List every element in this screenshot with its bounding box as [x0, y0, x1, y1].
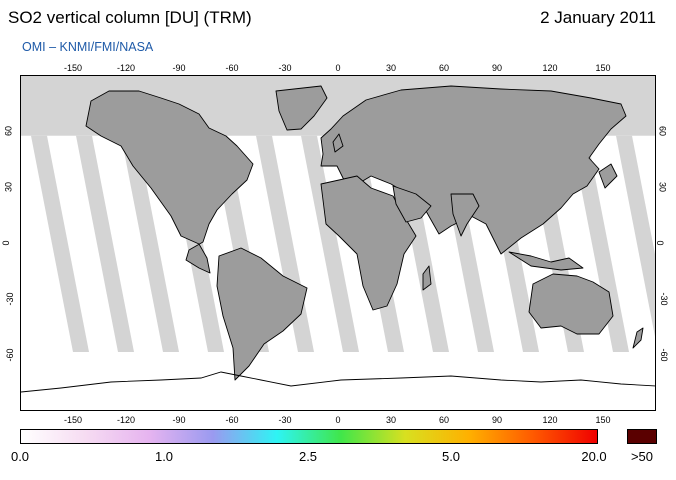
antarctica-coast: [21, 371, 655, 393]
lon-tick-top: -150: [63, 63, 83, 73]
lon-tick-top: 150: [595, 63, 611, 73]
colorbar-label-2: 2.5: [298, 449, 318, 464]
orbit-gap-swath: [616, 135, 655, 337]
lon-tick-top: 30: [385, 63, 397, 73]
lon-tick-bottom: 150: [595, 415, 611, 425]
lon-tick-top: 0: [335, 63, 341, 73]
indian-subcontinent: [450, 193, 480, 237]
lon-tick-bottom: -90: [172, 415, 186, 425]
colorbar-label-0: 0.0: [10, 449, 30, 464]
colorbar-overflow-box: [627, 429, 657, 444]
south-america-landmass: [216, 247, 308, 381]
colorbar-overflow-label: >50: [630, 449, 654, 464]
lat-tick-right: 30: [657, 181, 668, 193]
lon-tick-top: 90: [491, 63, 503, 73]
lon-tick-top: -60: [225, 63, 239, 73]
lon-tick-bottom: 0: [335, 415, 341, 425]
colorbar-label-1: 1.0: [154, 449, 174, 464]
map-title: SO2 vertical column [DU] (TRM): [8, 8, 252, 27]
world-map: [20, 75, 656, 411]
lat-tick-left: 0: [1, 240, 12, 246]
lon-tick-bottom: -30: [278, 415, 292, 425]
lon-tick-top: 60: [438, 63, 450, 73]
lon-tick-bottom: 90: [491, 415, 503, 425]
map-date: 2 January 2011: [540, 8, 656, 27]
madagascar: [422, 265, 432, 291]
colorbar-label-3: 5.0: [441, 449, 461, 464]
orbit-gap-swath: [121, 135, 179, 352]
lon-tick-bottom: -120: [116, 415, 136, 425]
lon-tick-bottom: -150: [63, 415, 83, 425]
orbit-gap-swath: [31, 135, 89, 352]
lat-tick-left: -30: [5, 292, 16, 306]
lon-tick-bottom: 120: [542, 415, 558, 425]
arabian-peninsula: [392, 185, 432, 223]
map-credit: OMI – KNMI/FMI/NASA: [22, 40, 154, 54]
lat-tick-left: 30: [3, 181, 14, 193]
indonesia-islands: [508, 251, 584, 271]
lon-tick-bottom: 60: [438, 415, 450, 425]
lat-tick-right: -60: [659, 348, 670, 362]
north-america-landmass: [85, 90, 254, 274]
continents: [85, 85, 644, 381]
world-map-canvas: [21, 76, 655, 393]
lon-tick-top: 120: [542, 63, 558, 73]
new-zealand: [632, 327, 644, 349]
japan: [598, 163, 618, 189]
lat-tick-right: 0: [655, 240, 666, 246]
lon-tick-top: -120: [116, 63, 136, 73]
australia: [528, 273, 614, 335]
british-isles: [332, 133, 344, 153]
greenland: [275, 85, 328, 131]
lat-tick-right: 60: [657, 125, 668, 137]
lon-tick-bottom: -60: [225, 415, 239, 425]
lat-tick-left: 60: [3, 125, 14, 137]
lon-tick-top: -90: [172, 63, 186, 73]
lon-tick-top: -30: [278, 63, 292, 73]
orbit-gap-swath: [301, 135, 359, 352]
lat-tick-left: -60: [5, 348, 16, 362]
africa-landmass: [320, 175, 417, 311]
colorbar-label-4: 20.0: [581, 449, 607, 464]
colorbar: [20, 429, 598, 444]
orbit-gap-swath: [571, 135, 629, 352]
lat-tick-right: -30: [659, 292, 670, 306]
orbit-gap-swath: [76, 135, 134, 352]
lon-tick-bottom: 30: [385, 415, 397, 425]
